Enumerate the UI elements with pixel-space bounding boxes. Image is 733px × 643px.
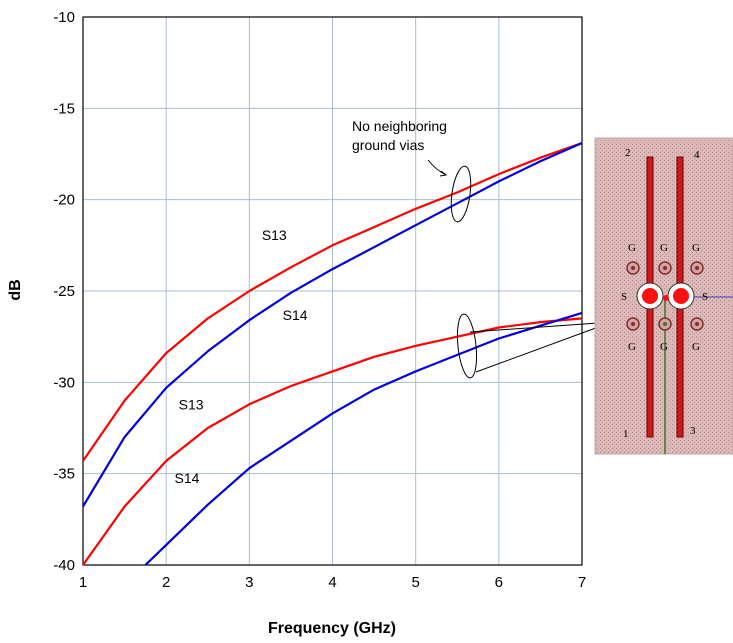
pointer-line-lower — [475, 321, 613, 373]
x-tick-label-5: 6 — [495, 574, 503, 591]
annotation-ellipse-top — [450, 165, 472, 223]
via-label-s-left: S — [621, 291, 627, 303]
via-label-g-bottom-right: G — [692, 341, 700, 353]
x-tick-label-1: 2 — [162, 574, 170, 591]
port-label-1: 1 — [623, 428, 629, 440]
pointer-line-upper — [469, 321, 613, 333]
port-label-3: 3 — [690, 425, 696, 437]
curve-label-s14-1: S14 — [283, 307, 308, 323]
port-label-4: 4 — [694, 149, 700, 161]
via-label-g-bottom-mid: G — [660, 341, 668, 353]
annotation-no-ground-vias: No neighboring ground vias — [352, 118, 614, 379]
y-tick-label-0: -10 — [53, 9, 75, 26]
via-layout-inset: 2 4 1 3 G G G S S G G G — [594, 137, 733, 455]
y-axis-ticks: -10 -15 -20 -25 -30 -35 -40 — [53, 9, 75, 574]
x-tick-label-6: 7 — [578, 574, 586, 591]
series-line-s14-1 — [82, 141, 583, 508]
ground-vias — [626, 261, 704, 331]
annotation-line-1: No neighboring — [352, 118, 447, 134]
series-line-s13-0 — [82, 141, 583, 462]
via-label-g-bottom-left: G — [628, 341, 636, 353]
curve-label-s13-2: S13 — [179, 397, 204, 413]
y-tick-label-2: -20 — [53, 192, 75, 209]
grid — [83, 17, 582, 565]
x-axis-label: Frequency (GHz) — [268, 620, 396, 637]
curve-label-s14-3: S14 — [174, 470, 199, 486]
x-tick-label-0: 1 — [79, 574, 87, 591]
plot-area — [82, 16, 583, 566]
annotation-line-2: ground vias — [352, 137, 424, 153]
x-tick-label-4: 5 — [411, 574, 419, 591]
series-lines — [82, 141, 583, 566]
x-tick-label-3: 4 — [328, 574, 336, 591]
y-tick-label-6: -40 — [53, 557, 75, 574]
y-tick-label-1: -15 — [53, 100, 75, 117]
series-line-s14-3 — [144, 311, 583, 566]
y-axis-label: dB — [7, 279, 24, 300]
y-tick-label-4: -30 — [53, 374, 75, 391]
x-tick-label-2: 3 — [245, 574, 253, 591]
curve-label-s13-0: S13 — [262, 227, 287, 243]
via-label-g-top-mid: G — [660, 242, 668, 254]
annotation-ellipse-bottom — [456, 313, 478, 379]
x-axis-ticks: 1 2 3 4 5 6 7 — [79, 574, 586, 591]
annotation-arrowhead-top — [439, 170, 448, 177]
via-label-g-top-left: G — [628, 242, 636, 254]
y-tick-label-5: -35 — [53, 466, 75, 483]
signal-vias — [636, 282, 695, 310]
port-label-2: 2 — [625, 147, 631, 159]
y-tick-label-3: -25 — [53, 283, 75, 300]
series-line-s13-2 — [82, 317, 583, 566]
via-label-g-top-right: G — [692, 242, 700, 254]
via-label-s-right: S — [702, 291, 708, 303]
curve-labels: S13 S14 S13 S14 — [174, 227, 307, 486]
